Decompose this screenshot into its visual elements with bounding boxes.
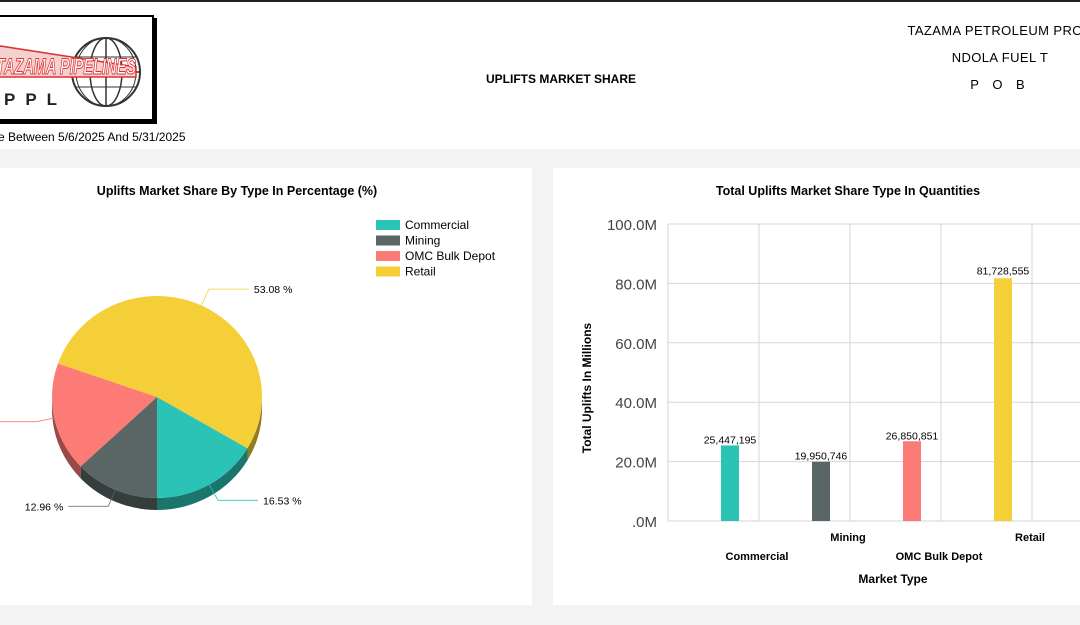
bar-bars: 25,447,195 19,950,746 26,850,851 81,728,555 [704, 265, 1030, 521]
pie-side-commercial [157, 448, 248, 510]
legend-label-retail: Retail [405, 265, 436, 279]
bar-y-tick-label: 60.0M [615, 336, 657, 353]
pie-chart: Uplifts Market Share By Type In Percenta… [0, 184, 496, 513]
bar-x-label-retail: Retail [1015, 532, 1045, 544]
pie-leader-omc-bulk-depot [0, 417, 55, 423]
pie-label-mining: 12.96 % [25, 501, 64, 513]
pie-label-retail: 53.08 % [254, 284, 293, 296]
bar-y-ticks: .0M 20.0M 40.0M 60.0M 80.0M 100.0M [607, 217, 657, 531]
pie-side-mining [80, 466, 157, 510]
pie-slice-retail [57, 296, 262, 449]
bar-y-tick-label: .0M [632, 514, 657, 531]
pie-leader-commercial [208, 484, 259, 501]
pie-slice-omc-bulk-depot [51, 363, 157, 467]
pie-side-omc-bulk-depot [52, 397, 81, 479]
company-info: TAZAMA PETROLEUM PROD NDOLA FUEL T P O B [900, 17, 1080, 98]
pie-chart-title: Uplifts Market Share By Type In Percenta… [97, 184, 377, 198]
company-logo: TAZAMA PIPELINES PPL [0, 15, 154, 121]
pie-chart-panel: Uplifts Market Share By Type In Percenta… [0, 168, 532, 605]
bar-commercial [721, 445, 739, 521]
pie-labels: 16.53 %12.96 %%53.08 % [0, 284, 302, 513]
bar-y-axis-title: Total Uplifts In Millions [580, 322, 594, 453]
pie-body [51, 296, 263, 510]
bar-chart: Total Uplifts Market Share Type In Quant… [580, 184, 1080, 586]
legend-swatch-mining [376, 235, 400, 246]
bar-x-label-mining: Mining [830, 532, 865, 544]
legend-label-commercial: Commercial [405, 218, 469, 232]
bar-value-label-commercial: 25,447,195 [704, 434, 757, 446]
bar-y-tick-label: 40.0M [615, 395, 657, 412]
pie-leader-mining [68, 489, 116, 507]
report-title: UPLIFTS MARKET SHARE [486, 72, 636, 86]
bar-y-tick-label: 20.0M [615, 455, 657, 472]
bar-x-label-commercial: Commercial [726, 551, 789, 563]
pie-label-commercial: 16.53 % [263, 495, 302, 507]
legend-swatch-omc-bulk-depot [376, 251, 400, 261]
bar-chart-panel: Total Uplifts Market Share Type In Quant… [553, 168, 1080, 605]
pie-slice-commercial [157, 397, 248, 498]
pie-side-retail [247, 397, 263, 461]
bar-y-tick-label: 80.0M [615, 276, 657, 293]
company-line-3: P O B [970, 77, 1030, 92]
bar-value-label-mining: 19,950,746 [795, 451, 848, 463]
legend-label-mining: Mining [405, 234, 440, 248]
company-line-2: NDOLA FUEL T [951, 50, 1049, 65]
logo-text: TAZAMA PIPELINES [0, 54, 136, 79]
company-line-1: TAZAMA PETROLEUM PROD [907, 23, 1080, 38]
legend-swatch-commercial [376, 220, 400, 230]
bar-mining [812, 461, 830, 521]
bar-x-axis-title: Market Type [858, 572, 927, 586]
bar-retail [994, 278, 1012, 521]
bar-y-tick-label: 100.0M [607, 217, 657, 234]
bar-x-label-omc-bulk-depot: OMC Bulk Depot [896, 551, 983, 563]
bar-value-label-retail: 81,728,555 [977, 265, 1030, 277]
logo-abbr: PPL [4, 90, 67, 109]
report-header: TAZAMA PIPELINES PPL UPLIFTS MARKET SHAR… [0, 0, 1080, 149]
bar-omc-bulk-depot [903, 441, 921, 521]
bar-value-label-omc-bulk-depot: 26,850,851 [886, 430, 939, 442]
legend-swatch-retail [376, 266, 400, 277]
bar-x-labels: Commercial Mining OMC Bulk Depot Retail [726, 532, 1045, 563]
pie-leader-retail [200, 288, 249, 306]
legend-label-omc-bulk-depot: OMC Bulk Depot [405, 249, 496, 263]
bar-chart-title: Total Uplifts Market Share Type In Quant… [716, 184, 980, 198]
pie-slice-mining [80, 397, 157, 498]
date-range: ate Between 5/6/2025 And 5/31/2025 [0, 130, 186, 144]
